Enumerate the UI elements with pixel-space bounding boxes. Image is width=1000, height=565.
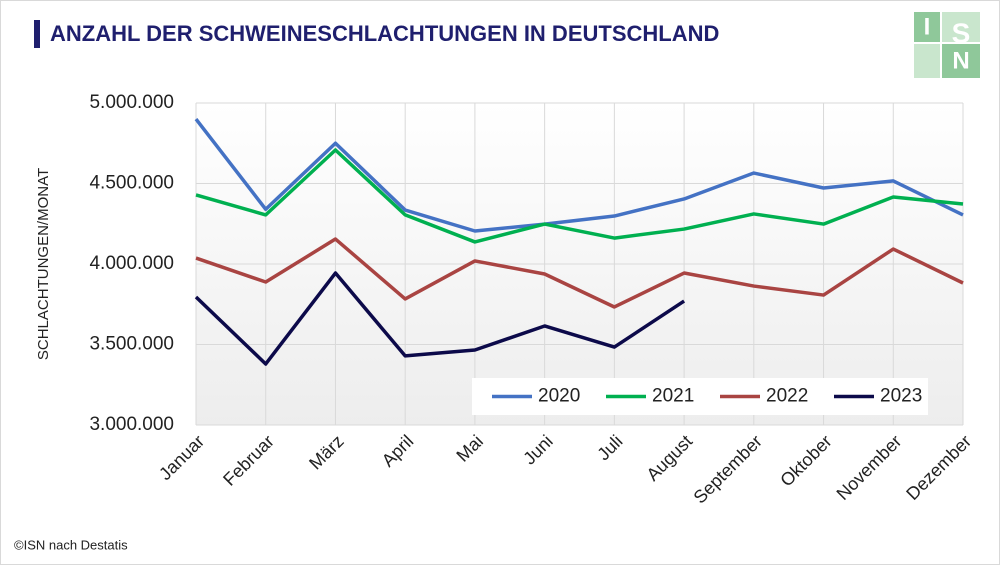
- line-series: [194, 271, 686, 366]
- logo-letter: I: [924, 13, 931, 40]
- logo-letter: N: [952, 47, 969, 74]
- y-tick-label: 4.500.000: [89, 173, 174, 194]
- y-tick-label: 3.000.000: [89, 414, 174, 435]
- legend-label: 2020: [538, 386, 580, 407]
- logo-letter: S: [952, 17, 971, 48]
- y-tick-label: 3.500.000: [89, 334, 174, 355]
- line-series: [194, 118, 964, 233]
- logo-box: [942, 12, 980, 42]
- logo-box: [914, 44, 940, 78]
- y-tick-label: 4.000.000: [89, 253, 174, 274]
- logo-box: [942, 44, 980, 78]
- title-bar: [34, 20, 40, 48]
- legend-label: 2021: [652, 386, 694, 407]
- y-tick-label: 5.000.000: [89, 92, 174, 113]
- logo-box: [914, 12, 940, 42]
- chart-title: ANZAHL DER SCHWEINESCHLACHTUNGEN IN DEUT…: [50, 21, 719, 46]
- logo: I S N: [914, 12, 980, 78]
- line-series: [195, 237, 964, 309]
- legend-label: 2022: [766, 386, 808, 407]
- line-series: [195, 148, 964, 244]
- legend-label: 2023: [880, 386, 922, 407]
- y-axis-label: SCHLACHTUNGEN/MONAT: [35, 168, 52, 360]
- source: ©ISN nach Destatis: [14, 537, 128, 552]
